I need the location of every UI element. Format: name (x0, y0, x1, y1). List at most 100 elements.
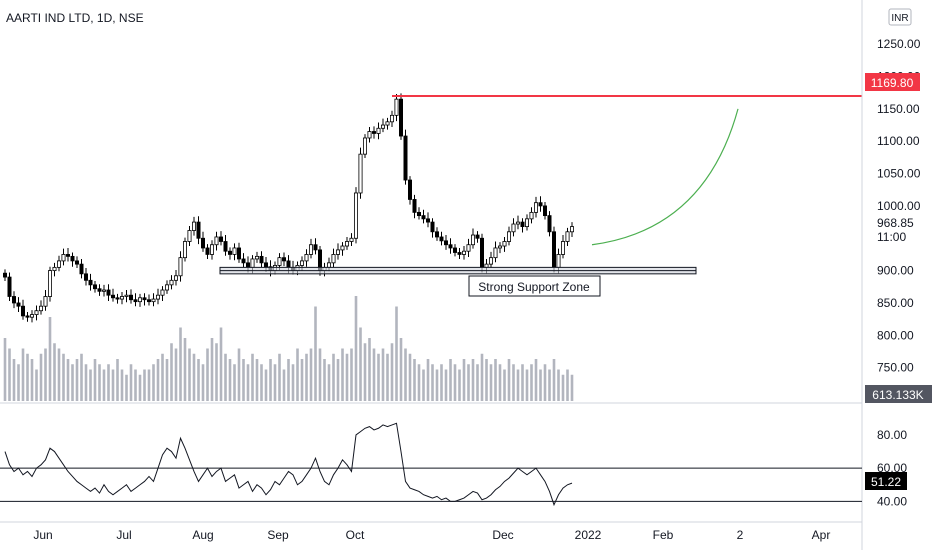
rsi-axis[interactable]: 80.00 60.00 40.00 (877, 428, 907, 508)
volume-bar (458, 369, 461, 401)
candle-body (371, 131, 376, 134)
candle-body (79, 263, 84, 275)
volume-bar (395, 306, 398, 401)
candle-body (281, 257, 286, 262)
candle-body (48, 270, 53, 297)
price-pane[interactable]: Strong Support Zone (3, 93, 862, 401)
volume-bar (291, 364, 295, 401)
volume-bar (107, 364, 110, 401)
volume-bar (467, 364, 470, 401)
candle-body (430, 221, 435, 233)
volume-bar (53, 343, 56, 401)
volume-bar (98, 364, 101, 401)
candle-body (443, 240, 448, 246)
volume-bar (179, 327, 182, 401)
volume-bar (408, 353, 412, 401)
candle-body (470, 234, 475, 246)
volume-bar (48, 317, 52, 401)
time-tick-label: Oct (346, 528, 365, 542)
volume-bar (102, 369, 106, 401)
volume-bar (368, 338, 371, 401)
candle-body (173, 275, 178, 281)
volume-value-label: 613.133K (872, 388, 923, 402)
time-tick-label: Apr (812, 528, 831, 542)
candle-body (34, 310, 39, 316)
support-zone-label: Strong Support Zone (478, 280, 590, 294)
volume-bar (534, 359, 538, 401)
candle-body (525, 218, 530, 228)
volume-bar (548, 369, 551, 401)
price-tick-label: 1250.00 (877, 37, 921, 51)
candle-body (241, 258, 246, 264)
volume-bar (494, 359, 497, 401)
candle-body (479, 237, 484, 268)
candle-body (506, 231, 511, 242)
candle-body (84, 273, 89, 281)
volume-bar (188, 348, 191, 401)
candle-body (250, 258, 255, 268)
volume-bar (354, 296, 358, 401)
price-tick-label: 1100.00 (877, 134, 920, 148)
candle-body (25, 315, 30, 318)
currency-button[interactable] (888, 8, 912, 26)
projection-curve[interactable] (591, 108, 739, 246)
candle-body (218, 236, 223, 242)
volume-bar (8, 348, 11, 401)
volume-bar (161, 353, 164, 401)
candle-body (407, 179, 412, 200)
time-tick-label: Jun (33, 528, 52, 542)
time-tick-label: 2022 (575, 528, 602, 542)
candle-body (75, 260, 80, 265)
volume-bar (363, 343, 367, 401)
volume-bar (138, 374, 142, 401)
volume-bar (201, 364, 205, 401)
rsi-pane[interactable] (0, 422, 862, 507)
candle-body (497, 245, 502, 249)
candle-body (227, 250, 232, 255)
candle-body (137, 297, 142, 303)
candle-body (106, 289, 111, 296)
volume-bar (314, 306, 317, 401)
volume-bar (80, 353, 83, 401)
volume-bar (174, 348, 178, 401)
price-tick-label: 1050.00 (877, 167, 921, 181)
candle-body (340, 245, 345, 251)
candle-body (516, 221, 521, 225)
candle-body (389, 114, 394, 123)
price-tick-label: 750.00 (877, 361, 914, 375)
last-price-label: 968.85 (877, 216, 914, 230)
volume-bar (557, 369, 560, 401)
volume-bar (327, 364, 331, 401)
candle-body (380, 124, 385, 129)
volume-bar (503, 369, 506, 401)
candle-body (439, 236, 444, 242)
candle-body (502, 241, 507, 247)
volume-bar (417, 364, 421, 401)
candle-body (488, 257, 493, 265)
candle-body (561, 241, 566, 255)
candle-body (403, 135, 408, 181)
candle-body (466, 244, 471, 252)
volume-bar (386, 353, 389, 401)
volume-bar (278, 353, 281, 401)
candle-body (160, 289, 165, 296)
candle-body (570, 226, 575, 233)
volume-bar (75, 359, 79, 401)
volume-bar (264, 369, 268, 401)
candle-body (200, 237, 205, 249)
time-tick-label: Jul (116, 528, 131, 542)
volume-bar (3, 338, 7, 401)
time-axis[interactable]: Jun Jul Aug Sep Oct Dec 2022 Feb 2 Apr (33, 528, 830, 542)
price-tick-label: 850.00 (877, 296, 914, 310)
candle-body (142, 297, 147, 301)
candle-body (124, 294, 129, 297)
candle-body (376, 127, 381, 134)
volume-bar (525, 369, 529, 401)
support-zone[interactable] (219, 266, 697, 275)
rsi-tick-label: 40.00 (877, 494, 907, 508)
candle-body (412, 199, 417, 213)
rsi-tick-label: 80.00 (877, 428, 907, 442)
volume-bar (480, 353, 484, 401)
candle-body (182, 241, 187, 259)
